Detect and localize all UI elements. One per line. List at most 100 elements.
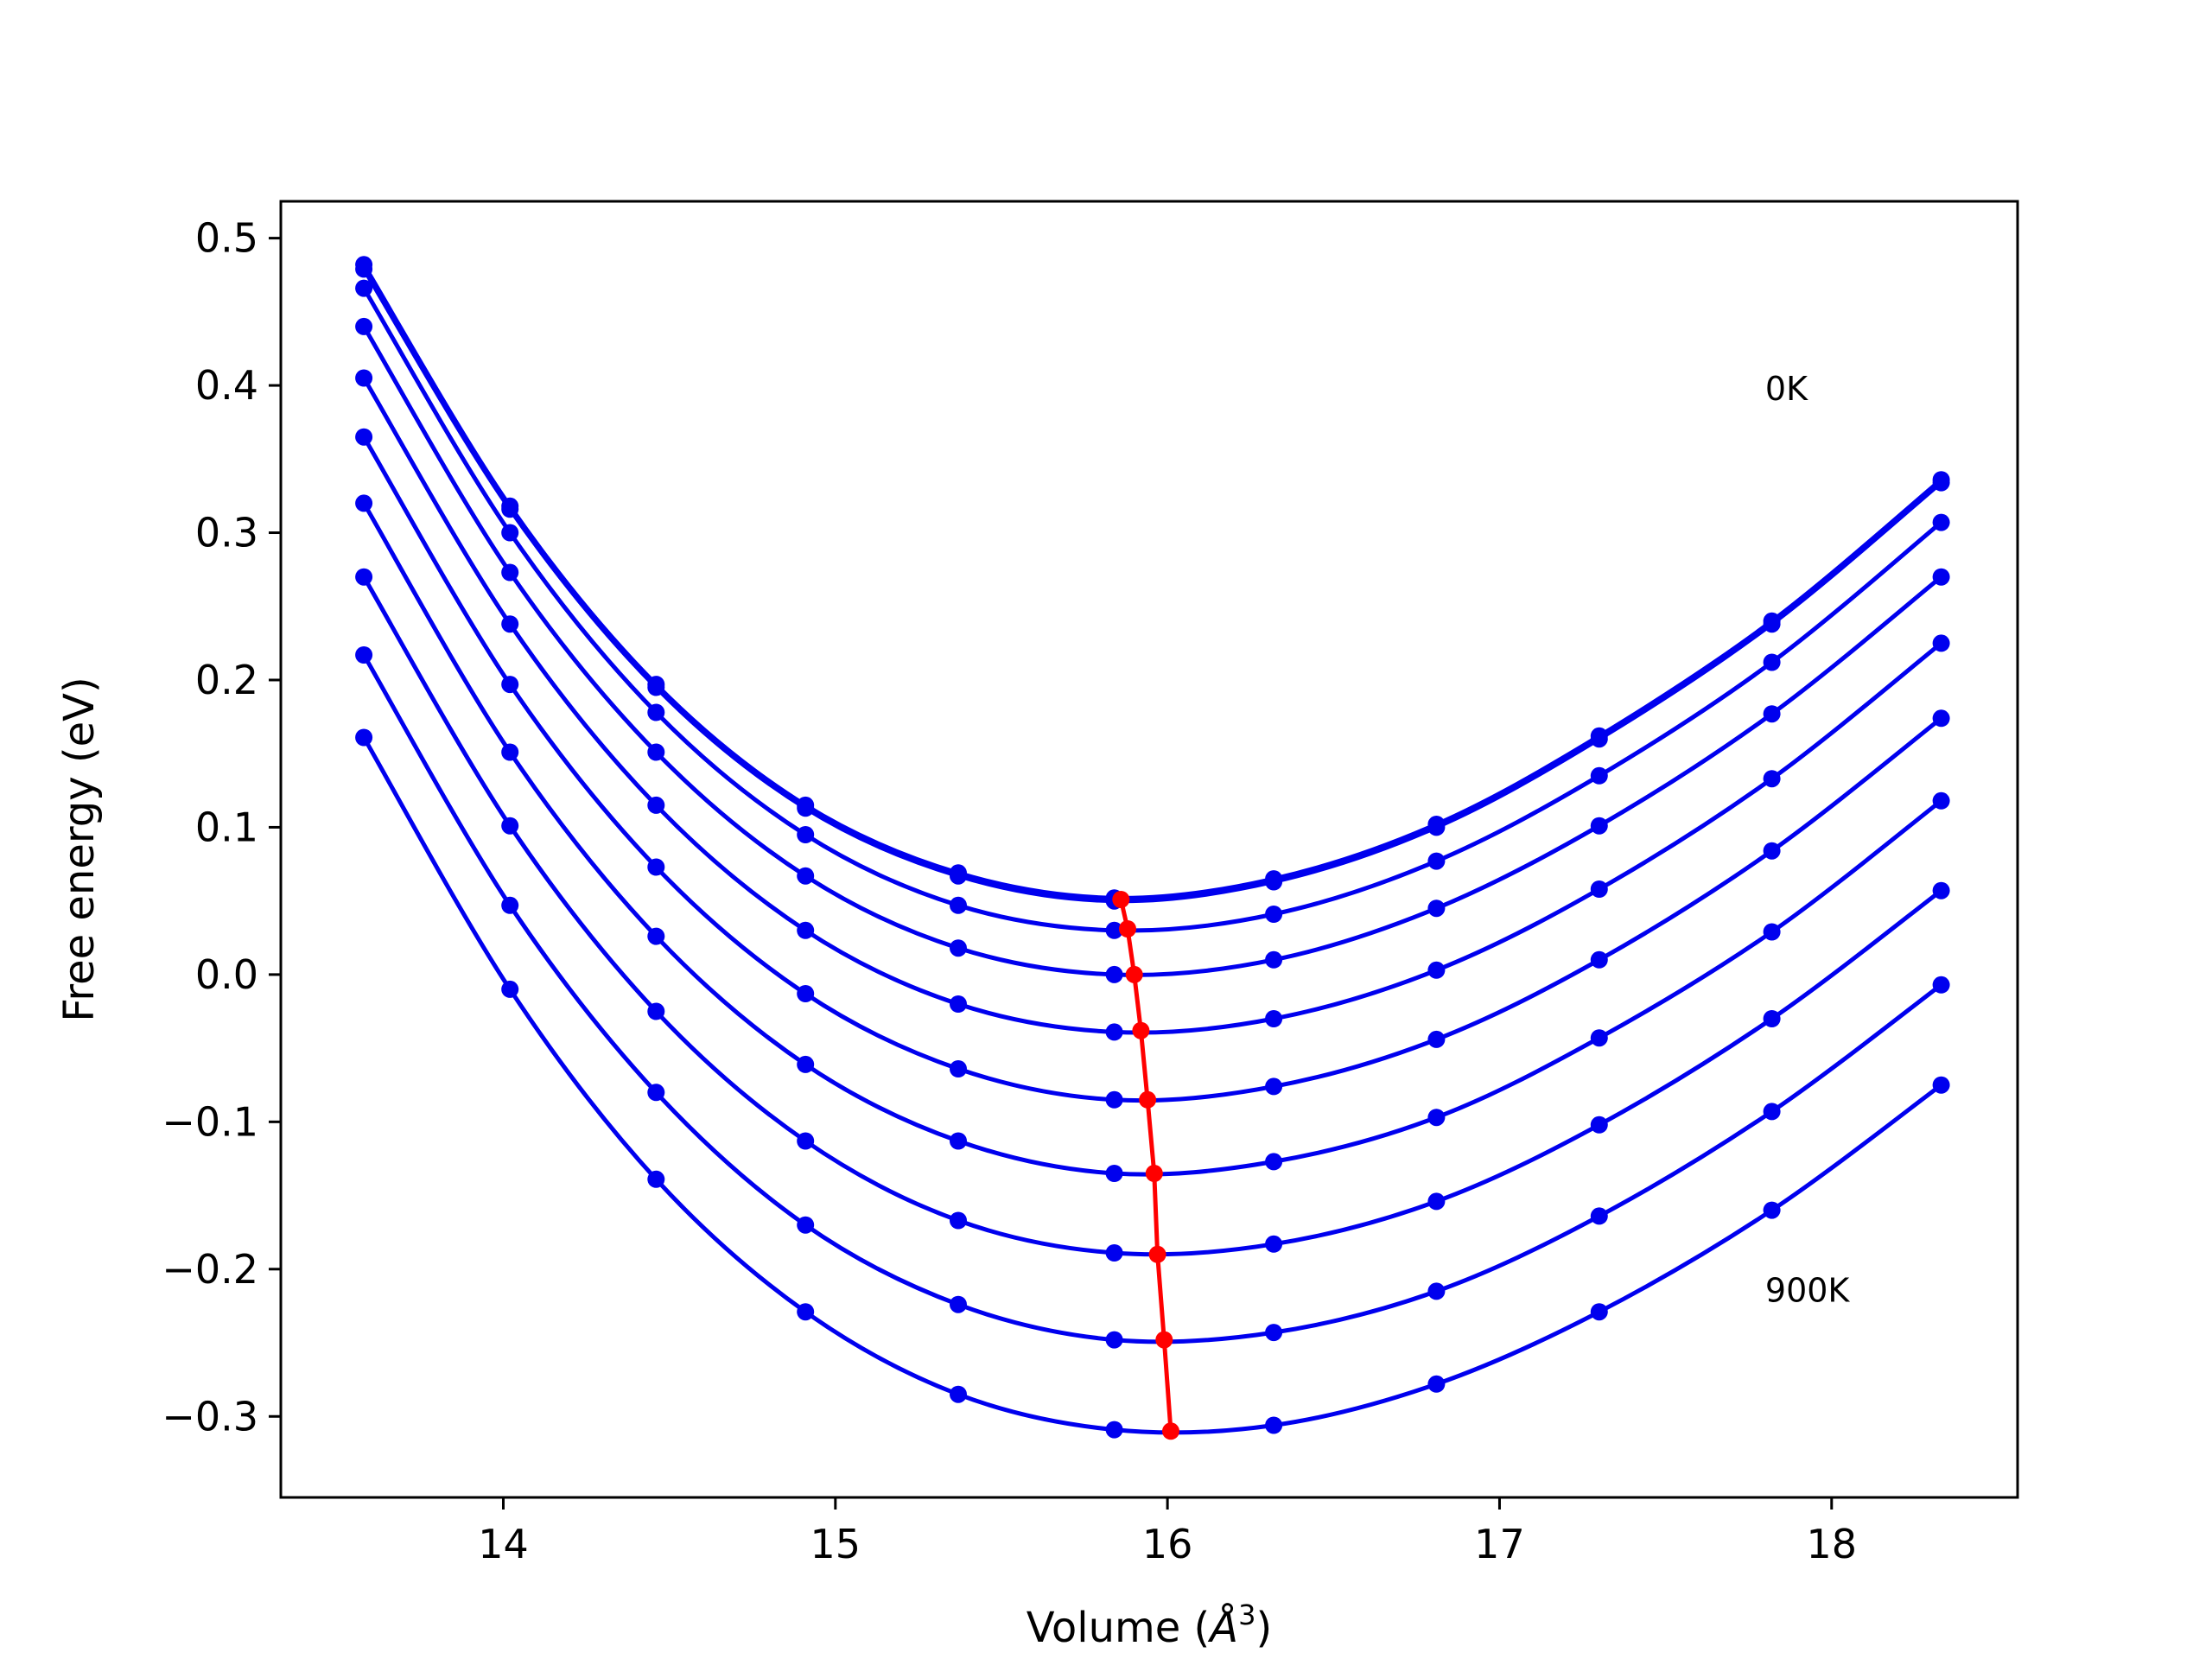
data-point	[1763, 653, 1781, 671]
y-tick-label: −0.2	[162, 1246, 258, 1293]
data-point	[1932, 791, 1950, 810]
data-point	[1265, 1235, 1283, 1253]
series-layer	[355, 256, 1950, 1439]
data-point	[1427, 1109, 1446, 1127]
data-point	[1932, 976, 1950, 994]
data-point	[1590, 817, 1608, 835]
series-line-3	[361, 325, 1943, 977]
data-point	[797, 826, 815, 843]
data-point	[355, 369, 373, 387]
data-point	[501, 500, 519, 518]
data-point	[647, 743, 665, 761]
data-point	[1763, 842, 1781, 860]
x-tick-label: 18	[1807, 1521, 1858, 1567]
data-point	[1590, 1029, 1608, 1047]
data-point	[355, 568, 373, 586]
data-point	[1763, 705, 1781, 723]
data-point	[1427, 1375, 1446, 1393]
data-point	[797, 1132, 815, 1150]
data-point	[797, 799, 815, 817]
data-point	[1427, 899, 1446, 918]
series-line-6	[361, 502, 1943, 1177]
data-point	[1427, 1282, 1446, 1300]
data-point	[1265, 873, 1283, 891]
data-point	[950, 1295, 967, 1313]
data-point	[950, 896, 967, 914]
plot-frame	[279, 200, 2019, 1499]
data-point	[797, 985, 815, 1002]
data-point	[355, 428, 373, 446]
minimum-point	[1139, 1090, 1157, 1109]
data-point	[1105, 1165, 1123, 1182]
data-point	[355, 646, 373, 664]
minimum-point	[1112, 891, 1130, 908]
data-point	[1427, 1192, 1446, 1211]
data-point	[1105, 921, 1123, 939]
data-point	[355, 260, 373, 278]
data-point	[950, 1132, 967, 1150]
data-point	[1265, 1077, 1283, 1096]
data-point	[1763, 1103, 1781, 1121]
data-point	[797, 921, 815, 939]
data-point	[1265, 1153, 1283, 1171]
minimum-point	[1162, 1422, 1179, 1440]
data-point	[501, 563, 519, 582]
data-point	[647, 858, 665, 876]
data-point	[1265, 1324, 1283, 1342]
data-point	[1590, 1207, 1608, 1225]
minimum-point	[1155, 1331, 1173, 1349]
data-point	[1105, 1023, 1123, 1041]
data-point	[1105, 1244, 1123, 1262]
data-point	[1590, 730, 1608, 748]
data-point	[1427, 852, 1446, 870]
data-point	[1427, 961, 1446, 979]
y-tick-label: 0.2	[195, 657, 258, 703]
data-point	[355, 728, 373, 747]
data-point	[1105, 965, 1123, 983]
y-tick-label: 0.5	[195, 215, 258, 262]
series-line-4	[361, 377, 1943, 1035]
x-tick-label: 15	[810, 1521, 861, 1567]
data-point	[950, 995, 967, 1013]
data-point	[647, 703, 665, 721]
minimum-point	[1145, 1165, 1163, 1182]
x-tick-label: 17	[1474, 1521, 1525, 1567]
data-point	[647, 678, 665, 696]
y-tick-label: 0.4	[195, 362, 258, 409]
data-point	[1932, 634, 1950, 652]
data-point	[1590, 1116, 1608, 1134]
data-point	[1590, 950, 1608, 969]
data-point	[1932, 1076, 1950, 1094]
data-point	[950, 867, 967, 885]
minimum-point	[1119, 920, 1136, 938]
minima-layer	[1112, 891, 1179, 1440]
data-point	[1427, 818, 1446, 836]
data-point	[797, 867, 815, 885]
data-point	[1932, 513, 1950, 531]
x-axis: 14 15 16 17 18	[478, 1497, 1857, 1567]
data-point	[950, 1060, 967, 1077]
data-point	[501, 615, 519, 633]
data-point	[647, 1170, 665, 1188]
y-tick-label: 0.1	[195, 804, 258, 850]
data-point	[1763, 923, 1781, 941]
series-line-8	[361, 653, 1943, 1344]
data-point	[950, 1211, 967, 1230]
minimum-point	[1148, 1245, 1166, 1263]
data-point	[1265, 1010, 1283, 1027]
annotations: 0K 900K	[1765, 370, 1851, 1309]
data-point	[647, 796, 665, 814]
data-point	[501, 524, 519, 542]
data-point	[1590, 880, 1608, 898]
x-tick-label: 16	[1142, 1521, 1193, 1567]
data-point	[355, 317, 373, 335]
annotation-0k: 0K	[1765, 370, 1808, 408]
data-point	[950, 1385, 967, 1403]
data-point	[950, 939, 967, 957]
data-point	[1763, 615, 1781, 633]
minimum-point	[1125, 965, 1143, 983]
data-point	[647, 1002, 665, 1020]
x-axis-label: Volume (Å3)	[1027, 1599, 1272, 1652]
data-point	[355, 279, 373, 297]
